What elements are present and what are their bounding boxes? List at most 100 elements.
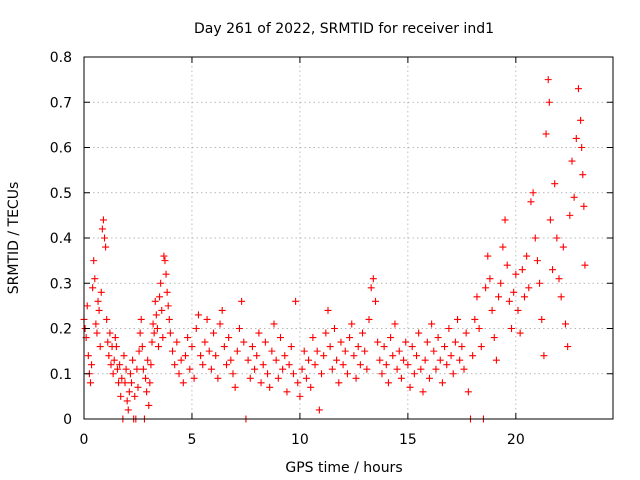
data-point <box>400 356 408 364</box>
data-point <box>505 297 513 305</box>
grid <box>84 57 613 419</box>
data-point <box>102 243 110 251</box>
data-point <box>261 338 269 346</box>
data-point <box>104 338 112 346</box>
data-point <box>257 379 265 387</box>
y-tick-label: 0.4 <box>50 231 72 247</box>
data-point <box>101 234 109 242</box>
data-point <box>110 356 118 364</box>
x-tick-label: 15 <box>399 432 417 448</box>
data-point <box>97 288 105 296</box>
data-point <box>283 388 291 396</box>
data-point <box>570 193 578 201</box>
data-point <box>393 365 401 373</box>
data-point <box>238 297 246 305</box>
data-point <box>89 284 97 292</box>
data-point <box>374 338 382 346</box>
data-point <box>451 338 459 346</box>
data-point <box>523 252 531 260</box>
data-point <box>156 293 164 301</box>
data-point <box>382 361 390 369</box>
data-point <box>93 329 101 337</box>
data-point <box>408 343 416 351</box>
data-point <box>525 284 533 292</box>
data-point <box>160 252 168 260</box>
data-point <box>111 334 119 342</box>
data-point <box>549 266 557 274</box>
y-tick-label: 0.2 <box>50 322 72 338</box>
data-point <box>220 343 228 351</box>
data-point <box>572 134 580 142</box>
data-point <box>578 144 586 151</box>
data-point <box>235 325 243 332</box>
data-point <box>566 211 574 219</box>
data-point <box>454 315 462 323</box>
data-point <box>115 379 123 387</box>
data-point <box>546 216 554 224</box>
data-point <box>430 347 438 355</box>
data-point <box>326 343 334 351</box>
data-point <box>173 338 181 346</box>
data-point <box>121 379 129 387</box>
data-point <box>397 374 405 382</box>
data-point <box>123 397 131 405</box>
data-point <box>270 320 278 328</box>
data-point <box>162 270 170 278</box>
data-point <box>131 392 139 400</box>
data-point <box>128 379 136 387</box>
data-point <box>359 329 367 337</box>
data-point <box>122 365 130 373</box>
data-point <box>154 343 162 351</box>
data-point <box>145 401 153 409</box>
data-point <box>133 365 141 373</box>
data-point <box>146 379 154 387</box>
data-point <box>163 288 171 296</box>
data-point <box>508 325 516 332</box>
x-tick-label: 0 <box>80 432 89 448</box>
data-point <box>458 343 466 351</box>
data-point <box>371 297 379 305</box>
data-point <box>300 347 308 355</box>
data-point <box>482 284 490 292</box>
data-point <box>445 325 453 332</box>
data-point <box>545 98 553 106</box>
data-point <box>384 379 392 387</box>
data-point <box>579 171 587 179</box>
data-point <box>147 361 155 369</box>
data-point <box>380 343 388 351</box>
data-point <box>538 315 546 323</box>
data-point <box>330 325 338 332</box>
data-point <box>292 297 300 305</box>
data-point <box>246 374 254 382</box>
data-point <box>477 343 485 351</box>
data-point <box>83 302 91 310</box>
data-point <box>365 315 373 323</box>
data-point <box>352 374 360 382</box>
data-point <box>324 306 332 314</box>
y-tick-label: 0.5 <box>50 186 72 202</box>
axis-ticks: 0 0.1 0.2 0.3 0.4 0.5 0.6 0.7 0.8 0 5 10 15 20 <box>50 50 613 448</box>
data-point <box>264 370 272 378</box>
data-point <box>577 116 585 124</box>
data-point <box>328 365 336 373</box>
data-point <box>568 157 576 165</box>
data-point <box>488 306 496 314</box>
data-point <box>276 334 284 342</box>
data-point <box>391 320 399 328</box>
data-point <box>441 343 449 351</box>
data-point <box>318 370 326 378</box>
data-point <box>124 406 132 414</box>
data-point <box>313 347 321 355</box>
data-point <box>542 130 550 138</box>
data-point <box>339 361 347 369</box>
data-point <box>320 352 328 360</box>
data-point <box>175 370 183 378</box>
data-point <box>139 365 147 373</box>
data-point <box>181 352 189 360</box>
data-point <box>367 284 375 292</box>
data-point <box>166 329 174 337</box>
data-point <box>533 257 541 265</box>
data-point <box>447 352 455 360</box>
data-point <box>171 361 179 369</box>
data-point <box>229 370 237 378</box>
